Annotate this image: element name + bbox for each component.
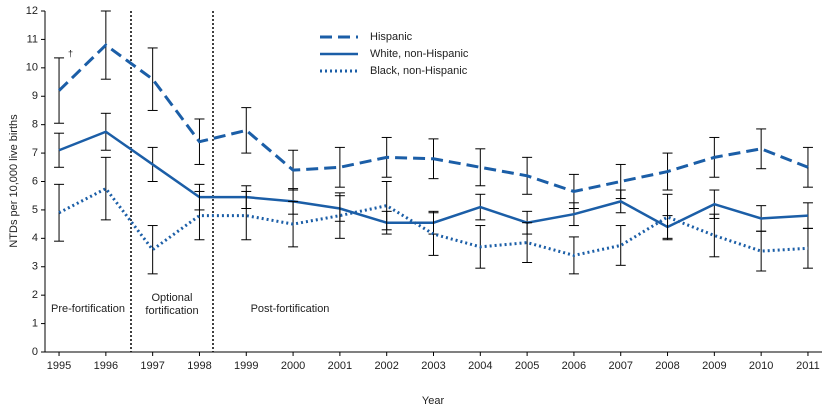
y-tick-label: 11 — [27, 33, 38, 45]
y-tick-label: 12 — [26, 5, 38, 17]
y-tick-label: 7 — [32, 147, 38, 159]
x-tick-label: 1997 — [140, 360, 164, 372]
period-label: fortification — [145, 305, 198, 317]
x-tick-label: 2001 — [328, 360, 352, 372]
x-tick-label: 2010 — [749, 360, 773, 372]
y-tick-label: 10 — [26, 62, 38, 74]
x-tick-label: 2000 — [281, 360, 305, 372]
legend-label: Hispanic — [370, 31, 413, 43]
footnote-mark: † — [68, 48, 73, 58]
x-tick-label: 2008 — [655, 360, 679, 372]
y-tick-label: 4 — [32, 232, 38, 244]
x-tick-label: 2011 — [796, 360, 820, 372]
y-tick-label: 1 — [32, 317, 38, 329]
y-tick-label: 6 — [32, 175, 38, 187]
x-tick-label: 2002 — [374, 360, 398, 372]
x-tick-label: 2003 — [421, 360, 445, 372]
period-label: Post-fortification — [251, 303, 330, 315]
x-tick-label: 1996 — [94, 360, 118, 372]
y-axis-title: NTDs per 10,000 live births — [8, 114, 20, 248]
x-tick-label: 2005 — [515, 360, 539, 372]
x-tick-label: 2006 — [562, 360, 586, 372]
x-tick-label: 2004 — [468, 360, 492, 372]
legend-label: Black, non-Hispanic — [370, 65, 468, 77]
period-label: Pre-fortification — [51, 303, 125, 315]
period-label: Optional — [152, 292, 193, 304]
x-tick-label: 1995 — [47, 360, 71, 372]
y-tick-label: 2 — [32, 289, 38, 301]
y-tick-label: 8 — [32, 119, 38, 131]
y-tick-label: 0 — [32, 346, 38, 358]
y-tick-label: 3 — [32, 261, 38, 273]
series-line — [58, 186, 809, 257]
x-tick-label: 2009 — [702, 360, 726, 372]
y-tick-label: 5 — [32, 204, 38, 216]
x-tick-label: 1999 — [234, 360, 258, 372]
series-line — [57, 43, 809, 193]
legend-label: White, non-Hispanic — [370, 48, 469, 60]
x-tick-label: 1998 — [187, 360, 211, 372]
x-axis-title: Year — [422, 395, 445, 407]
y-tick-label: 9 — [32, 90, 38, 102]
x-tick-label: 2007 — [608, 360, 632, 372]
